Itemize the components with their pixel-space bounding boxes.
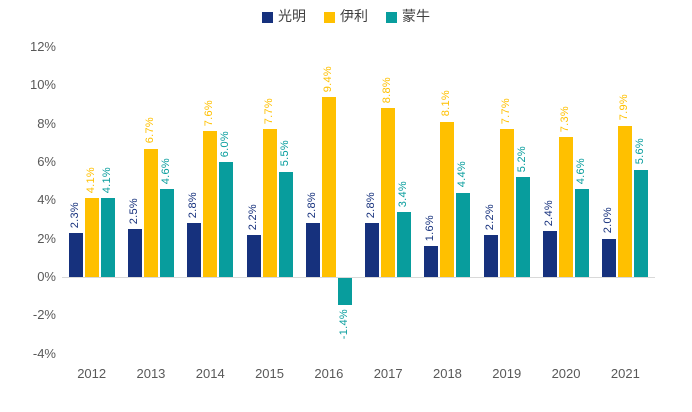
- x-axis-label-2020: 2020: [551, 366, 581, 381]
- bar-label-mengniu-2015: 5.5%: [278, 140, 291, 167]
- bar-label-yili-2017: 8.8%: [381, 77, 394, 104]
- x-axis-label-2017: 2017: [373, 366, 403, 381]
- bar-label-mengniu-2017: 3.4%: [397, 180, 410, 207]
- bar-label-guangming-2021: 2.0%: [602, 207, 615, 234]
- legend-swatch-guangming: [262, 11, 273, 23]
- bar-yili-2014: [203, 131, 218, 277]
- bar-guangming-2012: [68, 232, 83, 277]
- bar-yili-2019: [499, 129, 514, 277]
- bar-label-guangming-2019: 2.2%: [483, 203, 496, 230]
- legend-item-guangming: 光明: [262, 10, 306, 24]
- bar-label-mengniu-2012: 4.1%: [100, 167, 113, 194]
- bar-guangming-2019: [483, 234, 498, 277]
- x-axis-label-2012: 2012: [77, 366, 107, 381]
- legend-item-mengniu: 蒙牛: [386, 10, 430, 24]
- bar-label-guangming-2018: 1.6%: [424, 215, 437, 242]
- bar-mengniu-2013: [159, 188, 174, 277]
- legend-label-guangming: 光明: [278, 9, 306, 25]
- bar-yili-2012: [84, 198, 99, 277]
- bar-label-guangming-2015: 2.2%: [246, 203, 259, 230]
- bar-label-mengniu-2013: 4.6%: [159, 157, 172, 184]
- x-axis-label-2015: 2015: [255, 366, 284, 381]
- bar-mengniu-2017: [397, 211, 412, 277]
- bar-label-guangming-2016: 2.8%: [305, 192, 318, 219]
- bar-label-guangming-2014: 2.8%: [187, 192, 200, 219]
- bar-label-yili-2014: 7.6%: [203, 100, 216, 127]
- bar-mengniu-2021: [634, 169, 649, 277]
- bar-label-yili-2019: 7.7%: [499, 98, 512, 125]
- legend-swatch-mengniu: [386, 11, 397, 23]
- bar-label-mengniu-2020: 4.6%: [575, 157, 588, 184]
- bar-guangming-2015: [246, 234, 261, 277]
- bar-guangming-2016: [305, 223, 320, 277]
- y-axis-label--4: -4%: [32, 345, 56, 361]
- bar-yili-2013: [143, 148, 158, 277]
- bar-label-mengniu-2016: -1.4%: [337, 308, 350, 340]
- bar-label-yili-2015: 7.7%: [262, 98, 275, 125]
- y-axis-label-0: 0%: [37, 269, 56, 284]
- x-axis-label-2014: 2014: [195, 366, 225, 381]
- bar-mengniu-2016: [337, 278, 352, 305]
- legend-label-yili: 伊利: [340, 9, 368, 25]
- bar-label-mengniu-2019: 5.2%: [515, 146, 528, 173]
- x-axis-label-2016: 2016: [314, 366, 344, 381]
- bar-mengniu-2012: [100, 198, 115, 277]
- bar-label-guangming-2020: 2.4%: [543, 199, 556, 226]
- y-axis-label-6: 6%: [37, 154, 56, 169]
- y-axis-label-8: 8%: [37, 115, 56, 131]
- x-axis-label-2018: 2018: [432, 366, 462, 381]
- bar-guangming-2021: [602, 238, 617, 277]
- bar-label-guangming-2012: 2.3%: [68, 201, 81, 228]
- x-axis-label-2019: 2019: [492, 366, 522, 381]
- bar-yili-2018: [440, 121, 455, 277]
- bar-label-guangming-2017: 2.8%: [365, 192, 378, 219]
- bar-label-yili-2013: 6.7%: [143, 117, 156, 144]
- bar-guangming-2013: [127, 229, 142, 277]
- bar-yili-2016: [321, 96, 336, 277]
- y-axis-label-2: 2%: [37, 230, 56, 246]
- bar-mengniu-2019: [515, 177, 530, 277]
- bar-yili-2017: [381, 108, 396, 277]
- bar-label-yili-2012: 4.1%: [84, 167, 97, 194]
- bar-mengniu-2020: [575, 188, 590, 277]
- x-axis-label-2013: 2013: [136, 366, 166, 381]
- bar-label-mengniu-2018: 4.4%: [456, 161, 469, 188]
- bar-mengniu-2014: [219, 162, 234, 277]
- y-axis-label-10: 10%: [29, 77, 56, 93]
- bar-guangming-2020: [543, 231, 558, 277]
- y-axis-label--2: -2%: [32, 307, 56, 323]
- bar-label-yili-2020: 7.3%: [559, 105, 572, 133]
- bar-mengniu-2015: [278, 171, 293, 277]
- bar-yili-2020: [559, 137, 574, 277]
- chart-legend: 光明 伊利 蒙牛: [0, 10, 692, 24]
- bar-label-guangming-2013: 2.5%: [127, 197, 140, 225]
- bar-yili-2021: [618, 125, 633, 277]
- bar-label-yili-2018: 8.1%: [440, 90, 453, 117]
- bar-label-mengniu-2021: 5.6%: [634, 138, 647, 165]
- y-axis-label-12: 12%: [29, 39, 56, 54]
- y-axis-label-4: 4%: [37, 192, 56, 208]
- x-axis-baseline: [62, 277, 655, 278]
- bar-label-yili-2021: 7.9%: [618, 94, 631, 121]
- legend-swatch-yili: [324, 11, 335, 23]
- legend-label-mengniu: 蒙牛: [402, 9, 430, 25]
- bar-guangming-2018: [424, 246, 439, 277]
- x-axis-label-2021: 2021: [610, 366, 640, 381]
- bar-guangming-2017: [365, 223, 380, 277]
- bar-label-mengniu-2014: 6.0%: [219, 130, 232, 157]
- bar-guangming-2014: [187, 223, 202, 277]
- legend-item-yili: 伊利: [324, 10, 368, 24]
- bar-label-yili-2016: 9.4%: [321, 65, 334, 92]
- bar-mengniu-2018: [456, 192, 471, 277]
- bar-yili-2015: [262, 129, 277, 277]
